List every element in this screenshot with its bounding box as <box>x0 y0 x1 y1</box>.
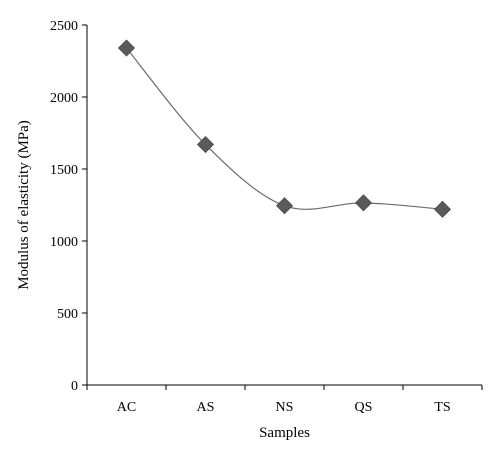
x-tick-label: AS <box>197 400 215 415</box>
y-axis-title: Modulus of elasticity (MPa) <box>16 120 32 290</box>
y-tick-label: 2500 <box>50 19 78 34</box>
x-tick-label: QS <box>355 400 373 415</box>
x-tick-label: TS <box>434 400 450 415</box>
y-tick-label: 1500 <box>50 163 78 178</box>
y-tick-label: 2000 <box>50 91 78 106</box>
x-tick-label: NS <box>276 400 294 415</box>
data-point-ac <box>117 39 136 57</box>
y-tick-label: 0 <box>71 379 78 394</box>
data-point-ts <box>433 200 452 218</box>
x-axis-title: Samples <box>259 425 310 441</box>
x-tick-label: AC <box>117 400 136 415</box>
y-tick-label: 500 <box>57 307 78 322</box>
data-point-qs <box>354 194 373 212</box>
data-point-as <box>196 135 215 154</box>
y-axis: 0 500 1000 1500 2000 2500 <box>50 19 88 394</box>
y-tick-label: 1000 <box>50 235 78 250</box>
series-line <box>126 47 443 210</box>
data-point-ns <box>275 197 294 215</box>
series-layer <box>117 39 452 218</box>
x-axis: AC AS NS QS TS <box>86 384 483 415</box>
